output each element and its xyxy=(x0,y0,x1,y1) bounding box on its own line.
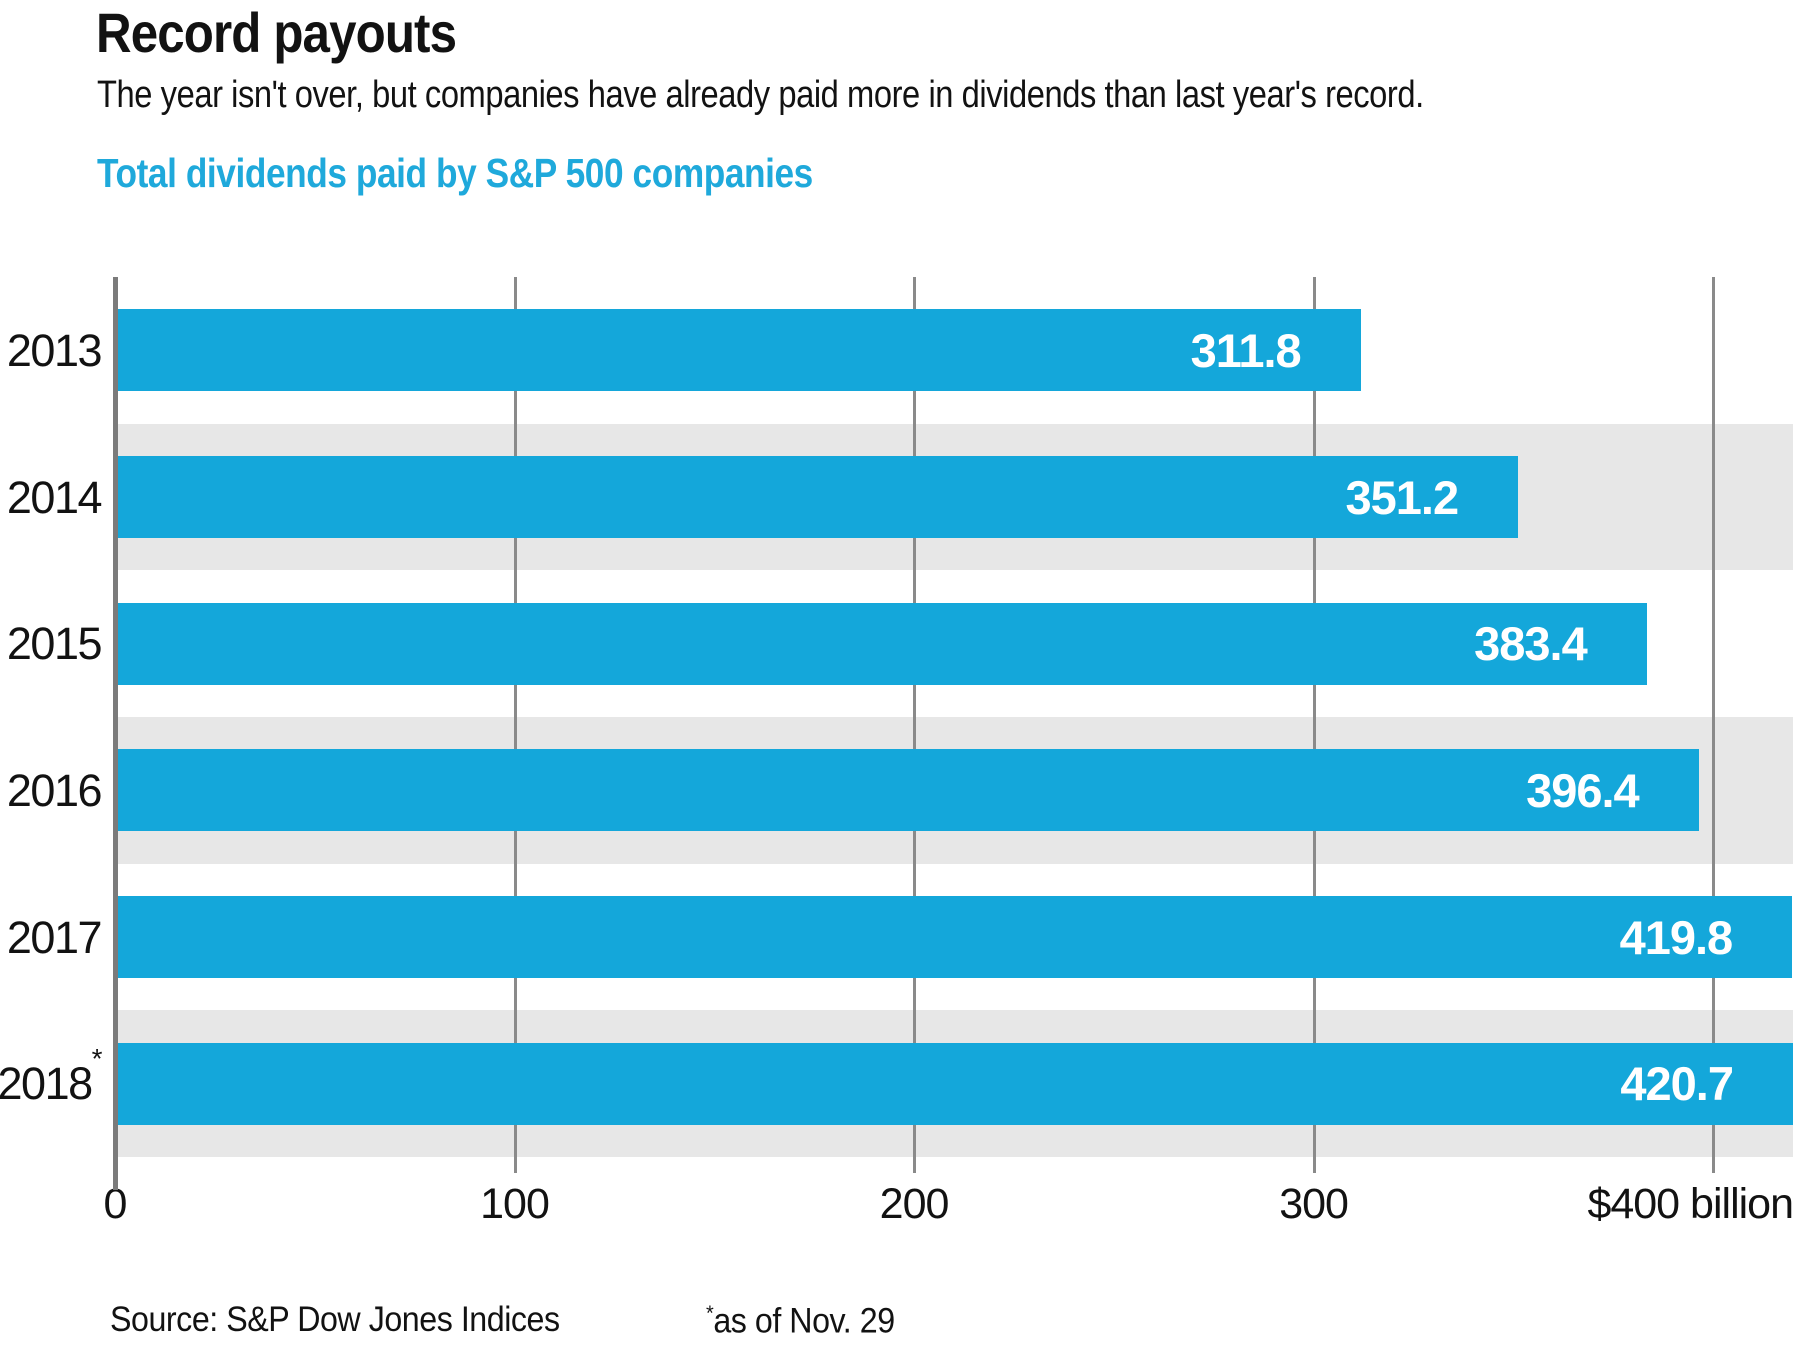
bar-value-label-2016: 396.4 xyxy=(1526,763,1640,817)
bar-2013: 311.8 xyxy=(115,309,1361,392)
year-label-2016: 2016 xyxy=(6,764,103,816)
grid-line-400 xyxy=(1712,277,1716,1173)
footnote-text: as of Nov. 29 xyxy=(713,1301,895,1341)
bar-2016: 396.4 xyxy=(115,749,1699,832)
year-label-2015: 2015 xyxy=(6,618,103,670)
asterisk-mark: * xyxy=(91,1042,103,1074)
chart-title: Total dividends paid by S&P 500 companie… xyxy=(97,150,813,196)
grid-line-100 xyxy=(513,277,517,1173)
grid-line-200 xyxy=(913,277,917,1173)
bar-2017: 419.8 xyxy=(115,896,1793,978)
figure-title: Record payouts xyxy=(96,1,457,64)
x-tick-label-300: 300 xyxy=(1279,1180,1349,1228)
bar-value-label-2017: 419.8 xyxy=(1619,910,1734,964)
year-label-2013: 2013 xyxy=(6,324,103,376)
year-label-text: 2018 xyxy=(0,1058,93,1110)
bar-value-label-2018: 420.7 xyxy=(1620,1057,1734,1111)
year-label-2014: 2014 xyxy=(6,471,103,523)
source-note: Source: S&P Dow Jones Indices xyxy=(110,1300,560,1339)
grid-line-300 xyxy=(1312,277,1316,1173)
x-tick-label-100: 100 xyxy=(480,1180,550,1228)
x-tick-label-200: 200 xyxy=(879,1180,950,1228)
bar-value-label-2015: 383.4 xyxy=(1474,617,1588,671)
footnote-asterisk: * xyxy=(706,1300,714,1325)
year-label-2017: 2017 xyxy=(6,911,103,963)
bar-value-label-2014: 351.2 xyxy=(1345,470,1460,524)
bar-2014: 351.2 xyxy=(115,456,1519,538)
bar-chart-plot-area: 311.8 351.2 383.4 396.4 419.8 420.7 xyxy=(113,277,1793,1190)
bar-value-label-2013: 311.8 xyxy=(1190,323,1302,377)
y-axis-line xyxy=(113,277,118,1190)
x-tick-label-400: $400 billion xyxy=(1587,1180,1794,1228)
bar-2015: 383.4 xyxy=(115,602,1647,685)
year-label-2018: 2018 * xyxy=(0,1042,103,1125)
bar-2018: 420.7 xyxy=(115,1042,1793,1125)
footnote: *as of Nov. 29 xyxy=(706,1300,895,1342)
x-tick-label-0: 0 xyxy=(103,1180,128,1228)
figure-subtitle: The year isn't over, but companies have … xyxy=(97,74,1424,116)
